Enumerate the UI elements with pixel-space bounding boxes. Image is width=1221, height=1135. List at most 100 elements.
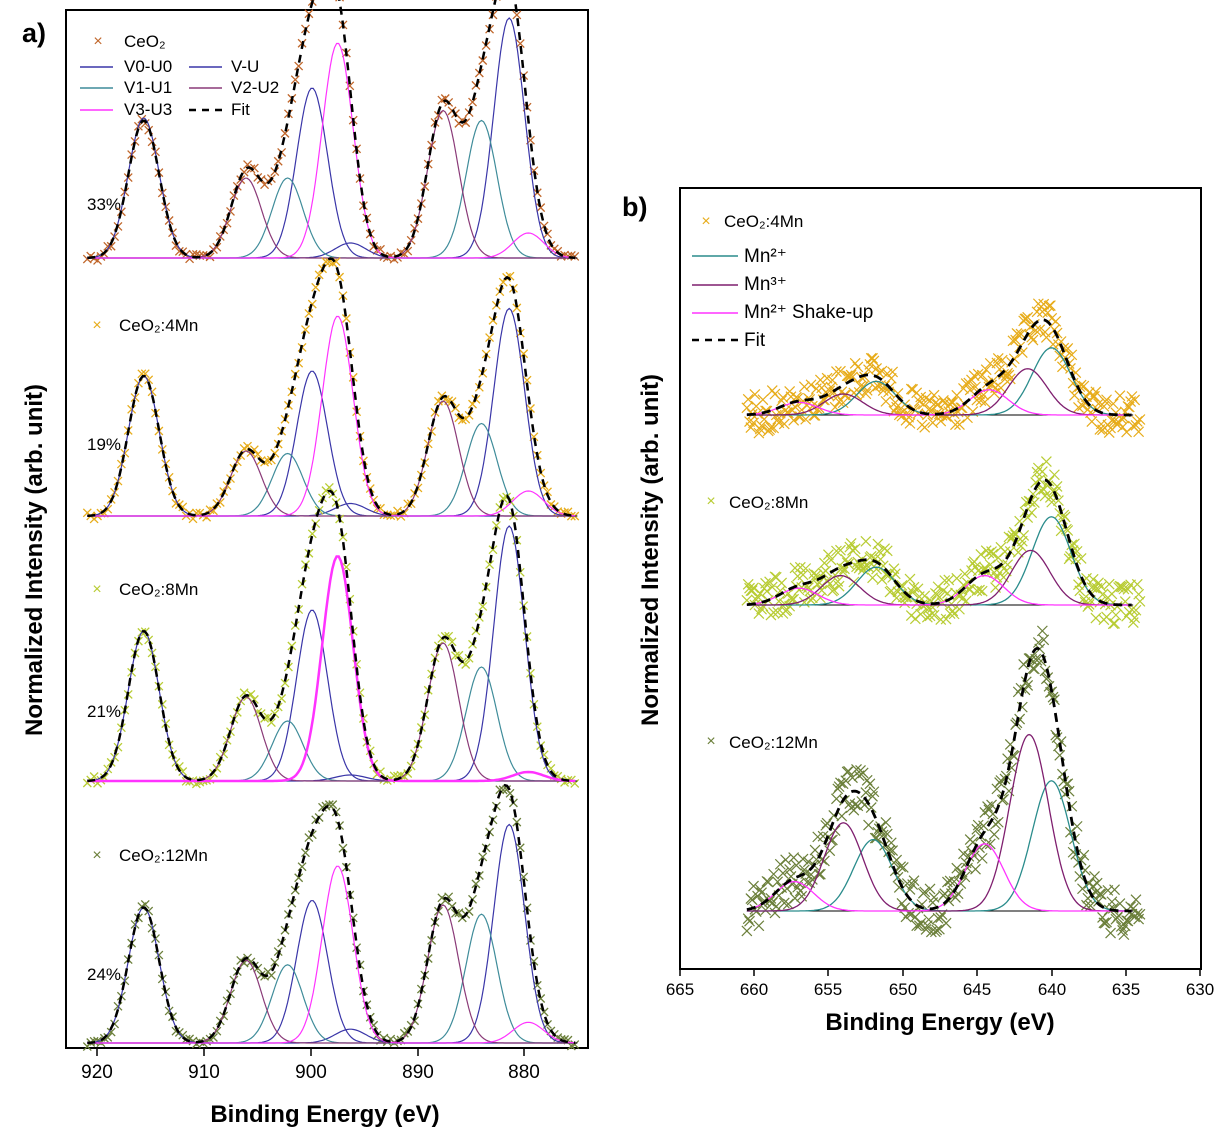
data-marker [769,907,781,919]
data-marker [106,1027,116,1037]
data-marker [827,374,838,386]
panel-a-ylabel: Normalized Intensity (arb. unit) [21,384,48,736]
data-marker [964,384,976,396]
panel-b-x-axis: 665 660 655 650 645 640 635 630 [666,969,1214,999]
data-marker [1036,625,1048,637]
data-marker [1118,929,1130,941]
data-marker [749,389,761,400]
data-marker [1066,349,1078,361]
data-marker [924,395,936,407]
data-marker [1107,618,1119,630]
data-marker [212,242,222,252]
data-marker [891,401,903,413]
data-marker [219,749,229,759]
data-marker [780,854,792,866]
data-marker [940,613,952,625]
data-marker [852,361,864,373]
data-markers-b-ceo2-8mn [741,456,1146,630]
panel-b-xlabel: Binding Energy (eV) [825,1009,1054,1036]
legend-fit-label-b: Fit [744,330,766,351]
data-marker [328,800,338,810]
data-marker [103,1032,113,1042]
panel-a-x-axis: 920 910 900 890 880 [81,1048,540,1083]
data-marker [822,389,834,401]
legend-mn2-shake-label: Mn²⁺ Shake-up [744,302,873,323]
data-marker [742,578,754,590]
data-marker [536,203,546,213]
data-marker [789,562,801,574]
data-marker [954,419,965,430]
data-marker [1040,456,1052,467]
fit-curve [87,489,576,783]
data-marker [892,387,904,399]
panel-a-sample-labels: × CeO₂:4Mn × CeO₂:8Mn × CeO₂:12Mn [92,316,207,865]
data-marker [954,603,965,615]
panel-b-plot-area [741,298,1146,941]
data-marker [896,579,908,591]
data-marker [294,61,304,71]
fit-curve [746,647,1132,913]
panel-a-xtick-label: 890 [402,1062,434,1083]
data-marker [1003,369,1015,381]
data-marker [881,828,893,840]
data-marker [958,848,969,860]
data-marker [1048,469,1060,481]
data-marker [488,545,498,555]
data-marker [208,506,218,516]
data-marker [947,397,959,408]
component-v3-u3 [87,555,576,783]
data-marker [824,578,836,590]
data-marker [1133,588,1145,600]
legend-fit-label: Fit [231,100,250,119]
fit-curve [746,318,1132,417]
data-marker [1106,414,1118,426]
data-marker [880,817,892,828]
data-marker [174,762,184,771]
data-marker [816,584,828,596]
data-marker [154,950,164,960]
data-marker [822,549,834,561]
data-marker [776,395,788,407]
panel-a-percentages: 33% 19% 21% 24% [87,195,121,984]
data-marker [539,221,549,231]
panel-b-sample-labels: × CeO₂:8Mn × CeO₂:12Mn [706,493,817,752]
data-marker [478,601,488,611]
data-marker [451,908,460,918]
data-marker [464,410,474,420]
data-marker [106,241,116,251]
data-marker [174,246,184,256]
data-marker [1111,600,1123,612]
panel-b-xtick-label: 660 [740,980,768,999]
data-marker [742,393,754,405]
data-marker [999,773,1011,785]
data-marker [744,915,755,927]
data-marker [1131,578,1143,590]
data-marker [1101,394,1112,406]
data-marker [998,793,1010,805]
data-marker [976,369,988,381]
data-marker [768,868,780,880]
data-marker [800,413,812,425]
sample-label-b-8mn: CeO₂:8Mn [729,493,808,512]
data-marker [491,520,501,530]
data-marker [270,957,280,967]
panel-a-xtick-label: 900 [295,1062,327,1083]
data-marker [485,560,495,570]
panel-a: a) 920 910 900 890 880 Binding Energy (e… [21,0,589,1128]
data-marker [1020,676,1032,688]
legend-v1u1-label: V1-U1 [124,78,172,97]
data-marker [536,994,546,1003]
panel-a-xtick-label: 880 [508,1062,540,1083]
panel-b-legend: × CeO₂:4Mn Mn²⁺ Mn³⁺ Mn²⁺ Shake-up Fit [692,212,873,351]
data-marker [1054,507,1066,519]
data-marker [947,605,959,617]
data-marker [825,554,837,566]
data-marker [1019,313,1031,325]
data-marker [324,483,334,492]
data-marker [984,838,996,850]
data-marker [1004,373,1016,385]
data-marker [987,548,999,560]
data-marker [857,767,869,779]
component-v1-u1 [87,119,576,259]
data-marker [935,614,947,625]
